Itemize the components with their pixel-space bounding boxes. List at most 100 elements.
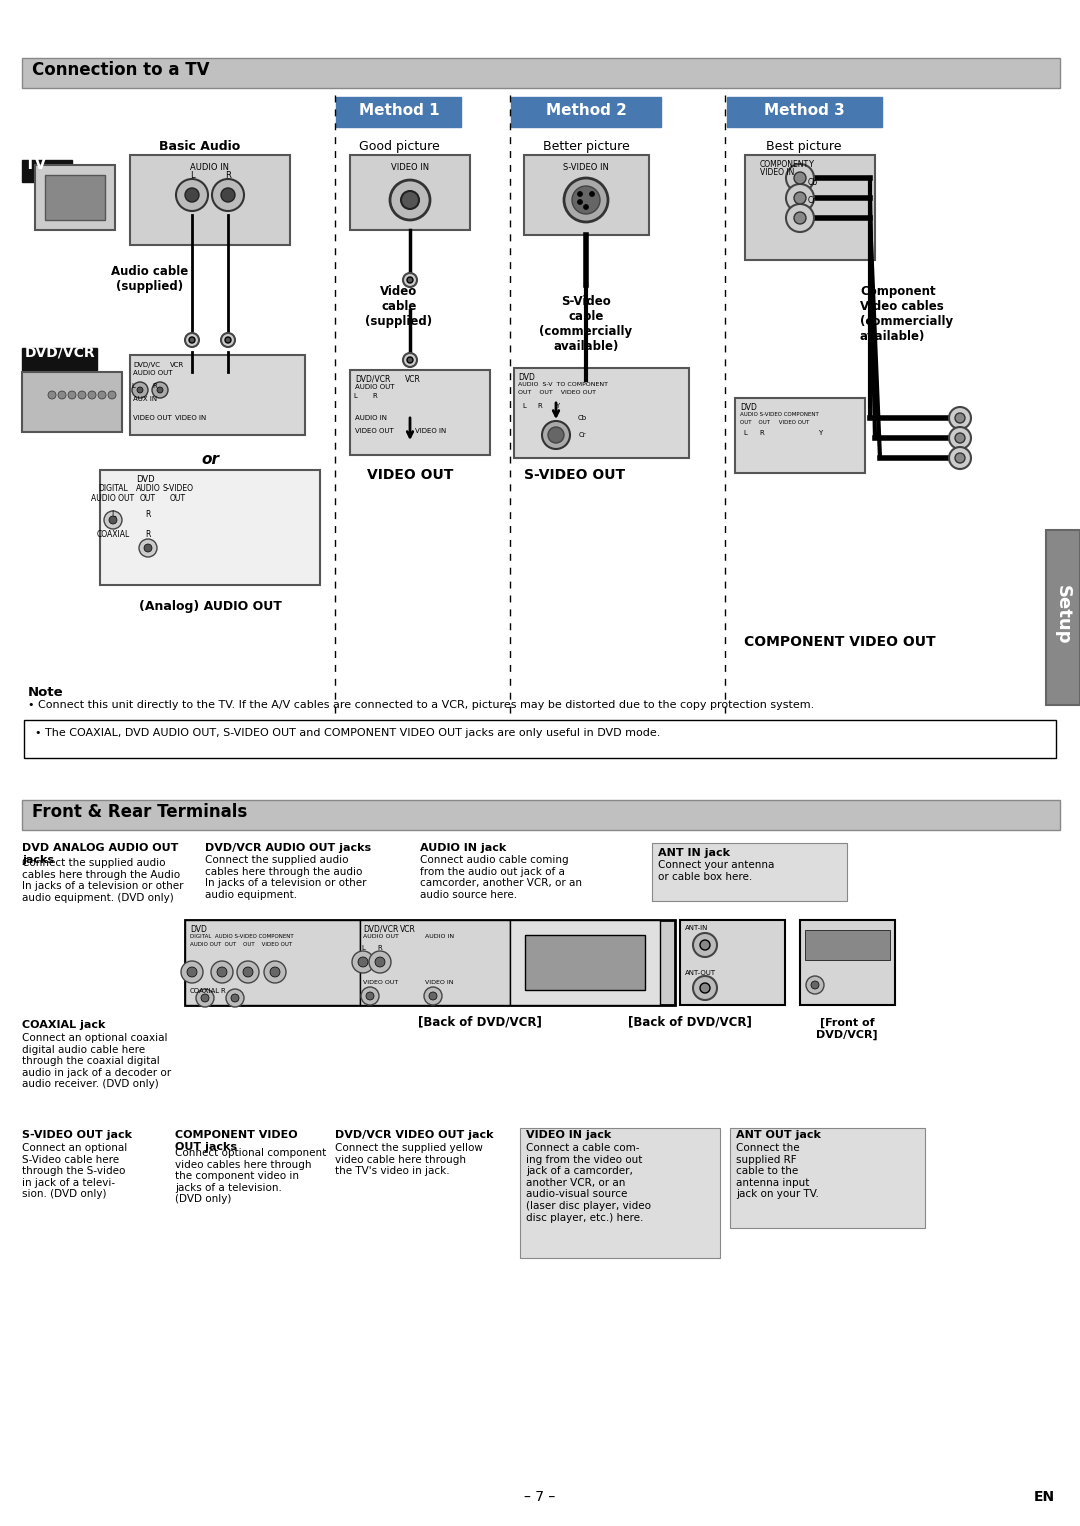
Text: DIGITAL
AUDIO OUT: DIGITAL AUDIO OUT: [92, 484, 135, 504]
Circle shape: [407, 357, 413, 363]
Circle shape: [108, 391, 116, 398]
Text: VCR: VCR: [400, 925, 416, 934]
Circle shape: [955, 414, 966, 423]
Text: R: R: [220, 987, 225, 993]
Text: Connect an optional coaxial
digital audio cable here
through the coaxial digital: Connect an optional coaxial digital audi…: [22, 1033, 171, 1090]
Bar: [514, 368, 689, 458]
Text: Cb: Cb: [578, 415, 586, 421]
Circle shape: [578, 200, 582, 204]
Text: VIDEO OUT: VIDEO OUT: [367, 468, 454, 482]
Text: DVD: DVD: [518, 372, 535, 382]
Bar: [24, 720, 1056, 758]
Circle shape: [949, 407, 971, 429]
Circle shape: [201, 993, 210, 1003]
Circle shape: [212, 179, 244, 211]
Text: R: R: [146, 530, 151, 539]
Text: DVD/VCR: DVD/VCR: [25, 346, 96, 360]
Text: Front & Rear Terminals: Front & Rear Terminals: [32, 803, 247, 821]
Circle shape: [811, 981, 819, 989]
Text: • Connect this unit directly to the TV. If the A/V cables are connected to a VCR: • Connect this unit directly to the TV. …: [28, 700, 814, 710]
Text: [Back of DVD/VCR]: [Back of DVD/VCR]: [629, 1015, 752, 1029]
Text: Basic Audio: Basic Audio: [160, 140, 241, 153]
Circle shape: [369, 951, 391, 974]
Text: L: L: [111, 510, 116, 519]
Bar: [510, 920, 660, 1006]
Text: VIDEO IN: VIDEO IN: [426, 980, 454, 984]
Text: Connect optional component
video cables here through
the component video in
jack: Connect optional component video cables …: [175, 1148, 326, 1204]
Circle shape: [407, 278, 413, 282]
Text: Video
cable
(supplied): Video cable (supplied): [365, 285, 433, 328]
Text: Connect the supplied yellow
video cable here through
the TV's video in jack.: Connect the supplied yellow video cable …: [335, 1143, 483, 1177]
Bar: [22, 372, 122, 432]
Bar: [519, 1128, 720, 1257]
Text: DIGITAL  AUDIO S-VIDEO COMPONENT: DIGITAL AUDIO S-VIDEO COMPONENT: [190, 934, 294, 938]
Text: Cb: Cb: [808, 179, 819, 188]
Text: VIDEO IN: VIDEO IN: [760, 168, 795, 177]
Circle shape: [48, 391, 56, 398]
Bar: [727, 98, 882, 127]
Circle shape: [195, 989, 214, 1007]
Circle shape: [955, 453, 966, 462]
Text: Cr: Cr: [808, 195, 816, 204]
Text: Connect the supplied audio
cables here through the audio
In jacks of a televisio: Connect the supplied audio cables here t…: [205, 855, 366, 900]
Text: Better picture: Better picture: [542, 140, 630, 153]
Bar: [525, 935, 645, 990]
Circle shape: [786, 163, 814, 192]
Circle shape: [542, 421, 570, 449]
Circle shape: [366, 992, 374, 1000]
Circle shape: [794, 192, 806, 204]
Circle shape: [68, 391, 76, 398]
Text: COAXIAL: COAXIAL: [190, 987, 220, 993]
Text: AUDIO IN: AUDIO IN: [190, 163, 229, 172]
Circle shape: [58, 391, 66, 398]
Text: OUT    OUT     VIDEO OUT: OUT OUT VIDEO OUT: [740, 420, 809, 426]
Text: Setup: Setup: [1054, 586, 1072, 645]
Text: DVD/VCR AUDIO OUT jacks: DVD/VCR AUDIO OUT jacks: [205, 842, 372, 853]
Text: Connect your antenna
or cable box here.: Connect your antenna or cable box here.: [658, 861, 774, 882]
Text: Cr: Cr: [578, 432, 585, 438]
Circle shape: [700, 940, 710, 951]
Circle shape: [806, 977, 824, 993]
Text: TV: TV: [25, 157, 48, 172]
Circle shape: [139, 539, 157, 557]
Text: R: R: [373, 394, 377, 398]
Text: Y: Y: [555, 403, 559, 409]
Text: DVD: DVD: [136, 475, 154, 484]
Bar: [511, 98, 661, 127]
Circle shape: [403, 353, 417, 366]
Text: VIDEO IN: VIDEO IN: [175, 415, 206, 421]
Text: VIDEO OUT: VIDEO OUT: [363, 980, 399, 984]
Bar: [735, 398, 865, 473]
Circle shape: [390, 180, 430, 220]
Circle shape: [189, 337, 195, 343]
Circle shape: [590, 191, 594, 197]
Text: Connect a cable com-
ing from the video out
jack of a camcorder,
another VCR, or: Connect a cable com- ing from the video …: [526, 1143, 651, 1222]
Circle shape: [98, 391, 106, 398]
Circle shape: [225, 337, 231, 343]
Text: S-VIDEO
OUT: S-VIDEO OUT: [162, 484, 193, 504]
Bar: [360, 920, 510, 1006]
Text: ANT-IN: ANT-IN: [685, 925, 708, 931]
Bar: [800, 920, 895, 1006]
Text: ANT OUT jack: ANT OUT jack: [735, 1129, 821, 1140]
Text: R: R: [225, 171, 231, 180]
Circle shape: [157, 388, 163, 394]
Text: (Analog) AUDIO OUT: (Analog) AUDIO OUT: [138, 600, 282, 613]
Text: ANT-OUT: ANT-OUT: [685, 971, 716, 977]
Text: L: L: [522, 403, 526, 409]
Circle shape: [578, 191, 582, 197]
Text: – 7 –: – 7 –: [525, 1489, 555, 1505]
Bar: [22, 348, 97, 369]
Text: COMPONENT: COMPONENT: [760, 160, 809, 169]
Bar: [45, 175, 105, 220]
Circle shape: [181, 961, 203, 983]
Text: R: R: [378, 945, 382, 951]
Text: EN: EN: [1034, 1489, 1055, 1505]
Text: VIDEO IN: VIDEO IN: [415, 427, 446, 433]
Circle shape: [424, 987, 442, 1006]
Text: Audio cable
(supplied): Audio cable (supplied): [111, 266, 189, 293]
Bar: [680, 920, 785, 1006]
Circle shape: [794, 212, 806, 224]
Circle shape: [185, 188, 199, 201]
Circle shape: [401, 191, 419, 209]
